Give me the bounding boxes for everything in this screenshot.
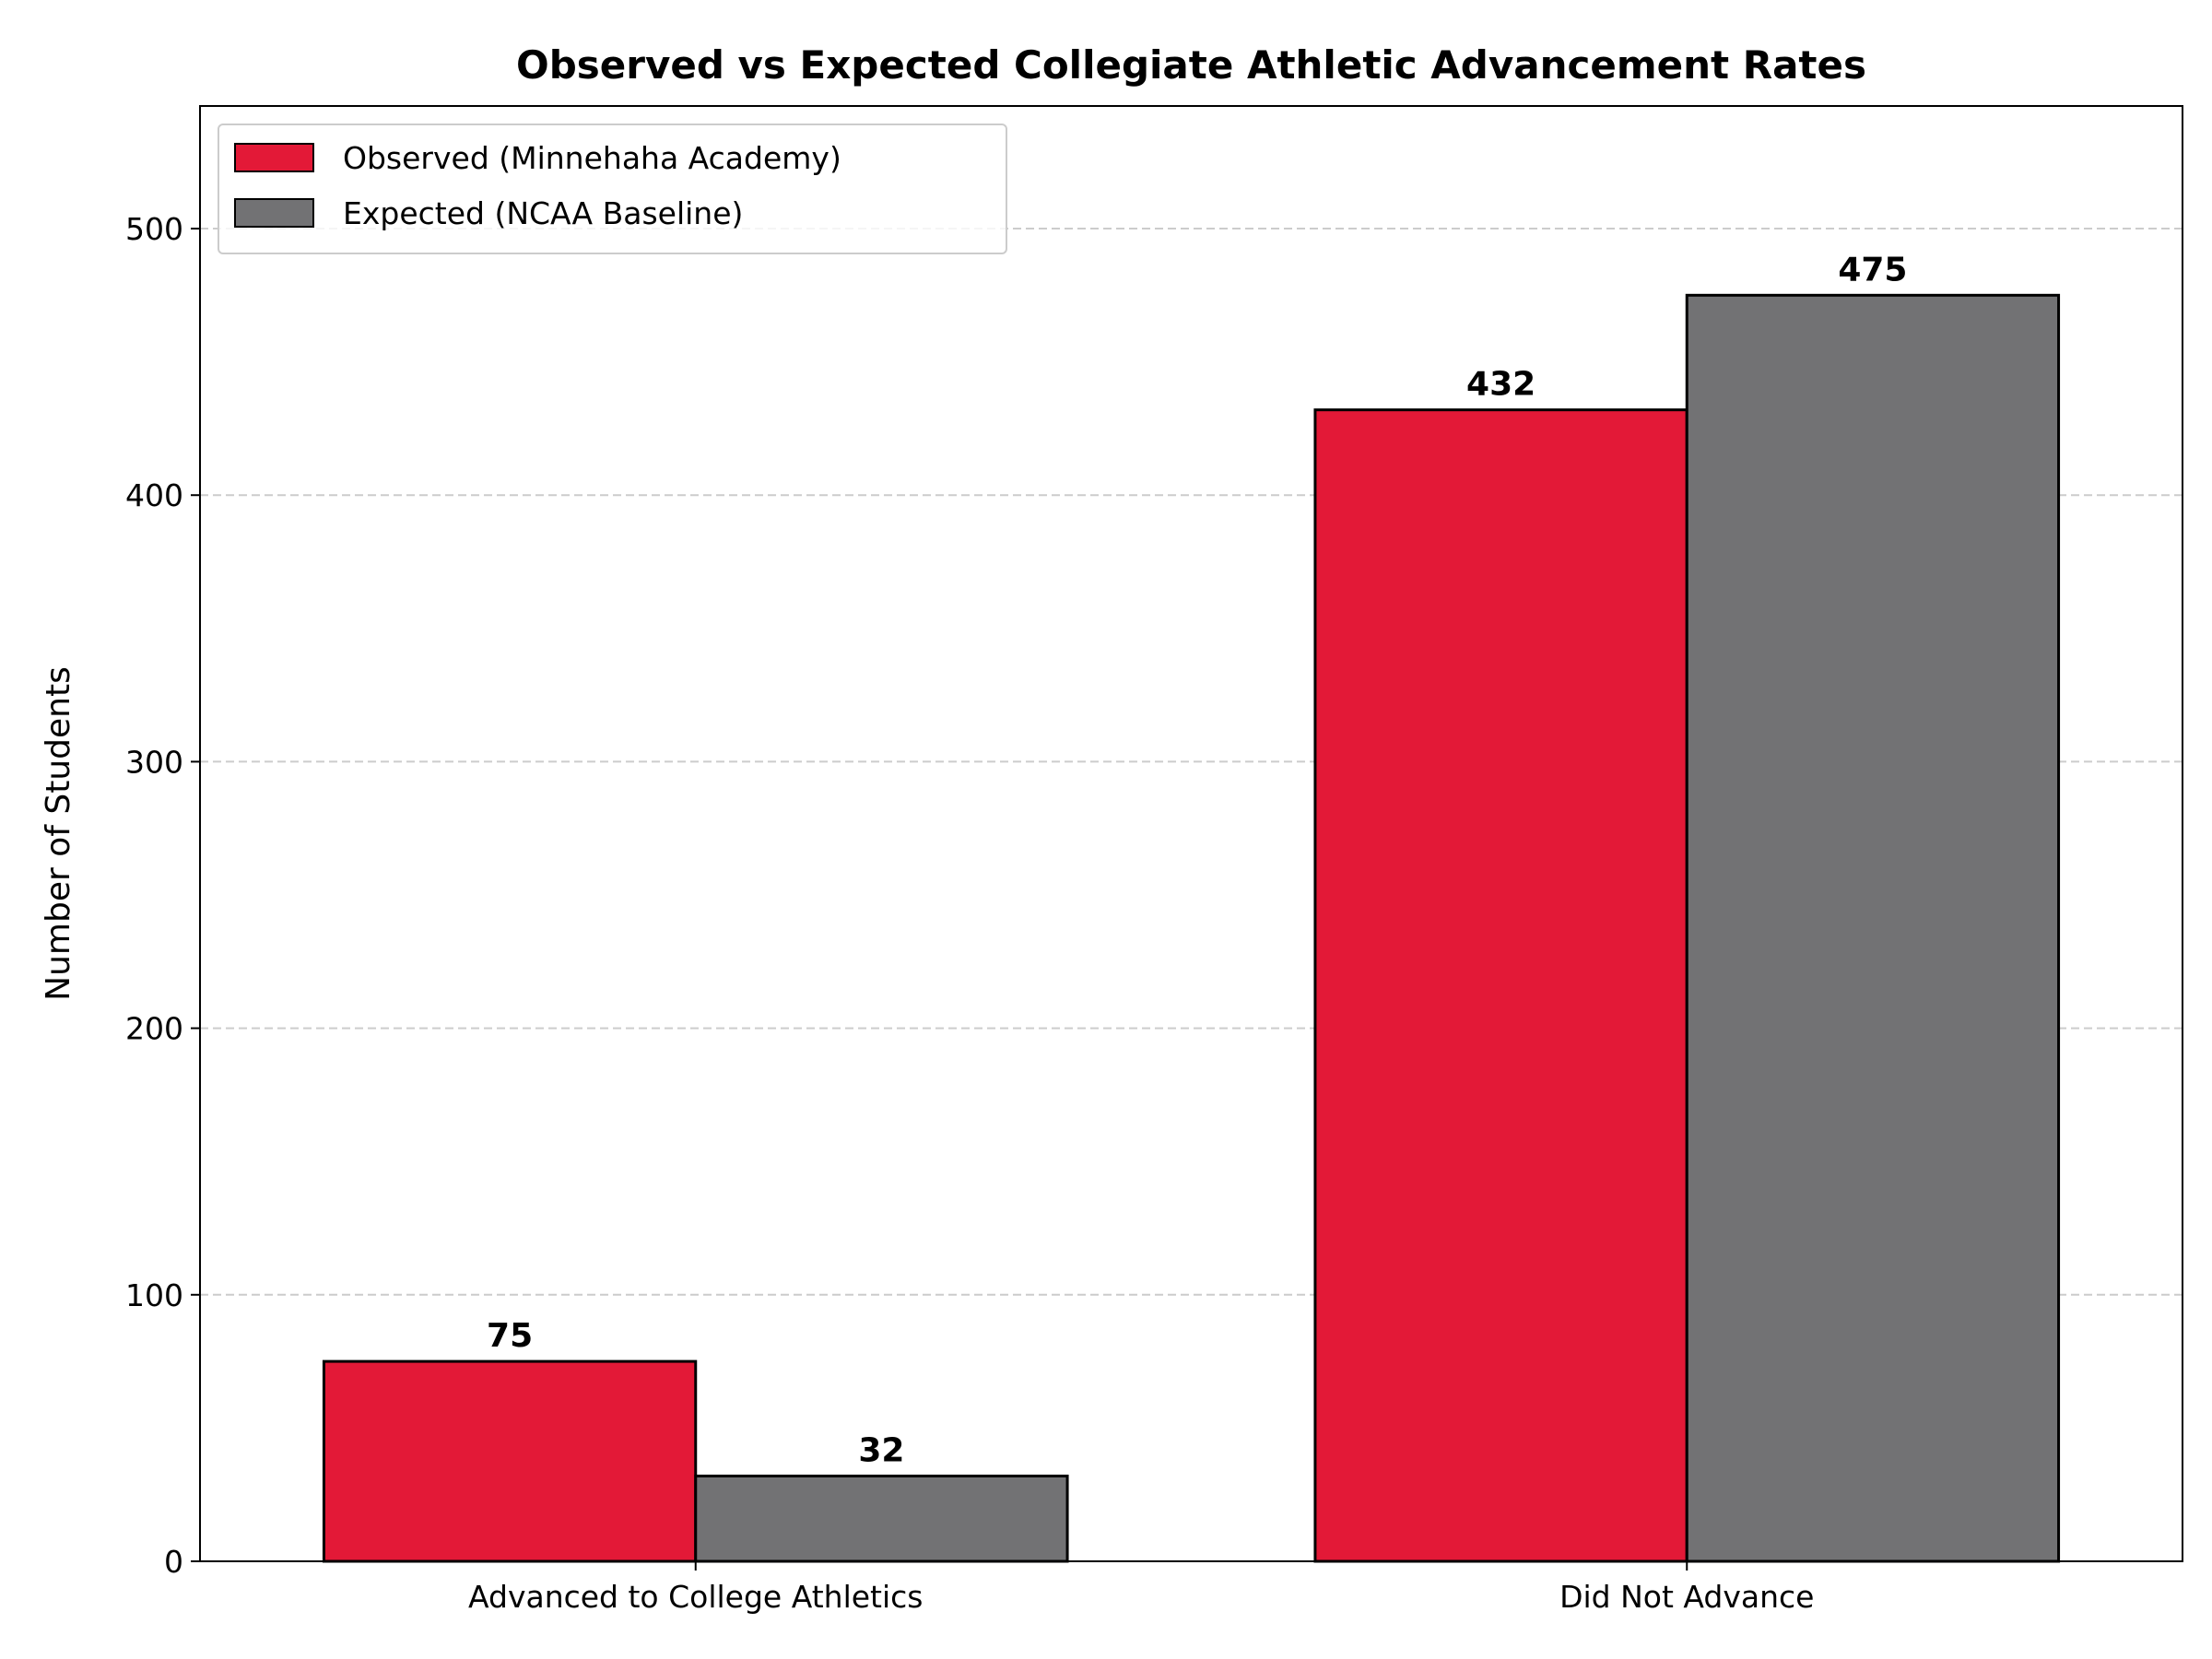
bar <box>322 1359 698 1563</box>
legend-label: Expected (NCAA Baseline) <box>343 195 743 231</box>
chart-title: Observed vs Expected Collegiate Athletic… <box>516 42 1866 88</box>
data-labels: 75 32 432 475 <box>487 251 1907 1469</box>
bars <box>322 293 2061 1563</box>
legend-label: Observed (Minnehaha Academy) <box>343 140 841 176</box>
legend-swatch <box>234 143 314 172</box>
bar-value-label: 32 <box>858 1431 904 1469</box>
y-tick-label: 400 <box>125 477 183 513</box>
legend: Observed (Minnehaha Academy) Expected (NC… <box>218 124 1007 254</box>
bar <box>1313 408 1688 1563</box>
bar-value-label: 432 <box>1466 366 1535 404</box>
y-tick-label: 500 <box>125 211 183 247</box>
y-axis-label: Number of Students <box>40 666 77 1001</box>
x-tick-label: Did Not Advance <box>1559 1579 1814 1615</box>
x-tick-label: Advanced to College Athletics <box>468 1579 924 1615</box>
bar-value-label: 75 <box>487 1317 533 1355</box>
bar <box>694 1474 1069 1563</box>
y-tick-label: 0 <box>164 1544 183 1580</box>
bar-value-label: 475 <box>1838 251 1907 288</box>
y-tick-label: 300 <box>125 744 183 780</box>
plot-frame <box>199 105 2183 1562</box>
y-tick-label: 100 <box>125 1277 183 1313</box>
y-axis-ticks: 0 100 200 300 400 500 <box>125 211 200 1580</box>
legend-box <box>218 124 1007 254</box>
y-tick-label: 200 <box>125 1011 183 1047</box>
x-axis-ticks: Advanced to College Athletics Did Not Adv… <box>468 1561 1814 1615</box>
legend-swatch <box>234 198 314 228</box>
bar <box>1685 293 2061 1563</box>
